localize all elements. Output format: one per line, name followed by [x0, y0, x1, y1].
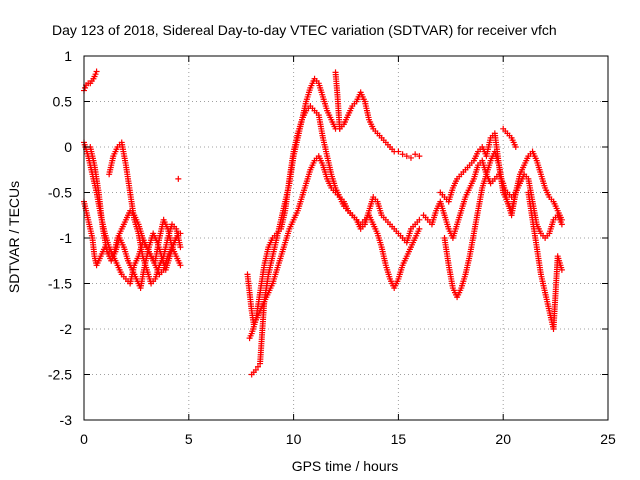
y-tick-label: -2	[60, 321, 73, 337]
data-point	[92, 71, 99, 78]
y-tick-label: 1	[64, 48, 72, 64]
y-tick-labels: 1 0.5 0 -0.5 -1 -1.5 -2 -2.5 -3	[48, 48, 72, 428]
y-tick-label: 0.5	[53, 94, 73, 110]
x-tick-label: 10	[286, 431, 302, 447]
data-point	[399, 151, 406, 158]
x-tick-label: 0	[80, 431, 88, 447]
data-points-layer	[81, 68, 565, 378]
y-tick-label: -0.5	[48, 185, 72, 201]
x-axis-title: GPS time / hours	[292, 458, 399, 474]
grid-layer	[84, 56, 608, 420]
data-point	[93, 68, 100, 75]
data-point	[252, 366, 259, 373]
data-point	[175, 230, 182, 237]
data-point	[175, 175, 182, 182]
data-point	[177, 244, 184, 251]
y-tick-label: -2.5	[48, 367, 72, 383]
data-point	[416, 153, 423, 160]
plot-frame	[83, 55, 609, 421]
data-point	[407, 154, 414, 161]
x-tick-label: 20	[495, 431, 511, 447]
data-point	[512, 144, 519, 150]
data-point	[558, 221, 565, 228]
data-point	[416, 216, 423, 223]
data-point	[412, 151, 419, 158]
y-axis-title: SDTVAR / TECUs	[6, 181, 22, 293]
y-tick-label: -3	[60, 412, 73, 428]
data-point	[403, 153, 410, 160]
y-tick-label: 0	[64, 139, 72, 155]
x-tick-label: 5	[185, 431, 193, 447]
x-tick-label: 25	[600, 431, 616, 447]
axis-ticks	[83, 55, 609, 421]
data-point	[558, 266, 565, 273]
data-point-fill	[254, 363, 261, 370]
data-point	[177, 262, 184, 269]
data-point	[512, 189, 519, 196]
x-tick-labels: 0 5 10 15 20 25	[80, 431, 616, 447]
data-point-fill	[82, 84, 89, 91]
data-point	[416, 225, 423, 232]
y-tick-label: -1.5	[48, 276, 72, 292]
data-point	[395, 148, 402, 155]
y-tick-label: -1	[60, 230, 73, 246]
x-tick-label: 15	[391, 431, 407, 447]
chart-title: Day 123 of 2018, Sidereal Day-to-day VTE…	[52, 22, 557, 38]
data-point	[336, 125, 343, 132]
